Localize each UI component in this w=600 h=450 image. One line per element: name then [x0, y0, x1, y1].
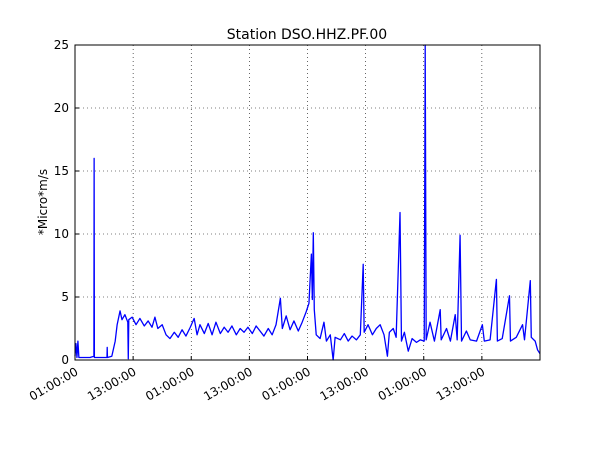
chart-title: Station DSO.HHZ.PF.00 — [227, 27, 387, 43]
y-axis-label: *Micro*m/s — [36, 169, 50, 235]
y-tick-label: 15 — [54, 164, 69, 178]
y-tick-label: 20 — [54, 101, 69, 115]
y-tick-label: 10 — [54, 227, 69, 241]
data-line — [74, 44, 541, 361]
y-tick-label: 25 — [54, 38, 69, 52]
y-tick-label: 5 — [61, 290, 69, 304]
y-tick-label: 0 — [61, 353, 69, 367]
plot-frame — [74, 44, 541, 361]
